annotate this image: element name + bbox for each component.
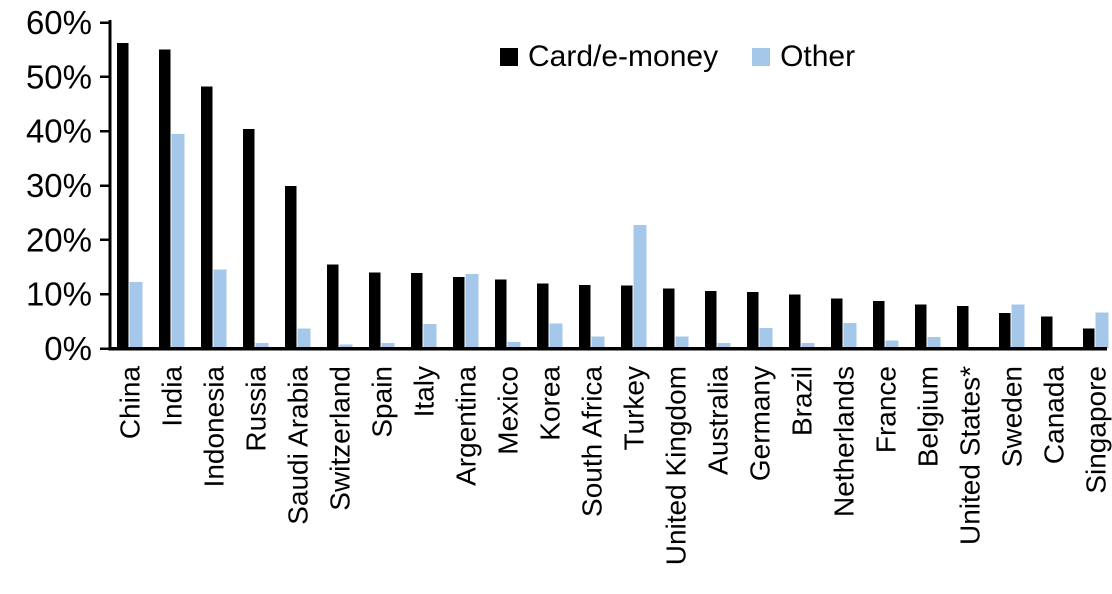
bar-other [885,340,899,349]
bar-card-emoney [327,264,339,349]
y-axis-tick-label: 20% [26,221,92,258]
bar-card-emoney [747,292,759,349]
y-axis-tick-label: 60% [26,4,92,41]
bar-other [591,336,605,349]
bar-card-emoney [873,301,885,349]
bar-other [507,342,521,349]
bar-card-emoney [369,272,381,349]
legend-item-other: Other [752,42,855,72]
legend-item-card-emoney: Card/e-money [500,42,718,72]
bar-card-emoney [1083,328,1095,349]
y-axis-tick-label: 0% [44,330,92,367]
bar-card-emoney [957,306,969,349]
bar-card-emoney [201,86,213,349]
bar-other [549,323,563,349]
bar-other [465,274,479,349]
bar-card-emoney [705,290,717,349]
bar-other [1011,304,1025,349]
bar-card-emoney [159,49,171,349]
x-axis-label: Russia [241,366,272,452]
bar-other [171,133,185,349]
bar-other [801,343,815,349]
bar-other [759,327,773,349]
x-axis-label: Turkey [619,366,650,451]
bar-other [675,336,689,349]
bar-card-emoney [915,304,927,349]
x-axis-label: United Kingdom [661,366,692,565]
x-axis-label: Sweden [997,366,1028,467]
legend: Card/e-money Other [500,42,855,72]
x-axis-label: Singapore [1081,366,1112,494]
x-axis-label: Belgium [913,366,944,467]
x-axis-label: Canada [1039,366,1070,465]
x-axis-label: Korea [535,366,566,441]
bar-other [717,343,731,349]
x-axis-label: Australia [703,366,734,475]
bar-other [255,343,269,349]
x-axis-label: China [115,366,146,440]
y-axis-tick-label: 40% [26,113,92,150]
bar-other [423,324,437,349]
bar-other [843,323,857,349]
x-axis-label: Brazil [787,366,818,436]
y-axis-tick-label: 50% [26,58,92,95]
bar-card-emoney [537,283,549,349]
y-axis-tick-label: 30% [26,167,92,204]
x-axis-label: France [871,366,902,453]
bar-other [339,344,353,349]
bar-card-emoney [243,129,255,349]
bar-other [213,269,227,349]
bar-card-emoney [789,294,801,349]
x-axis-label: Saudi Arabia [283,366,314,525]
bar-card-emoney [453,276,465,349]
x-axis-label: Italy [409,366,440,417]
bar-other [1095,312,1109,349]
bar-card-emoney [495,279,507,349]
bar-card-emoney [663,288,675,349]
x-axis-label: Switzerland [325,366,356,511]
x-axis-label: Indonesia [199,366,230,488]
x-axis-label: Netherlands [829,366,860,517]
bar-other [633,225,647,349]
bar-card-emoney [411,273,423,349]
legend-swatch-card-emoney [500,48,518,66]
x-axis-label: Mexico [493,366,524,455]
legend-label-other: Other [780,40,856,73]
y-axis-tick-label: 10% [26,276,92,313]
bar-other [381,343,395,349]
x-axis-label: India [157,366,188,427]
bar-card-emoney [999,313,1011,349]
bar-other [129,282,143,349]
bar-card-emoney [621,285,633,349]
bar-card-emoney [117,43,129,349]
bar-other [927,337,941,349]
bar-card-emoney [831,298,843,349]
x-axis-label: Germany [745,366,776,481]
x-axis-label: United States* [955,366,986,545]
bar-other [297,328,311,349]
legend-label-card-emoney: Card/e-money [528,40,719,73]
bar-card-emoney [285,186,297,349]
bar-card-emoney [1041,316,1053,349]
legend-swatch-other [752,48,771,66]
bar-card-emoney [579,284,591,349]
x-axis-label: South Africa [577,366,608,517]
x-axis-label: Spain [367,366,398,438]
x-axis-label: Argentina [451,366,482,486]
